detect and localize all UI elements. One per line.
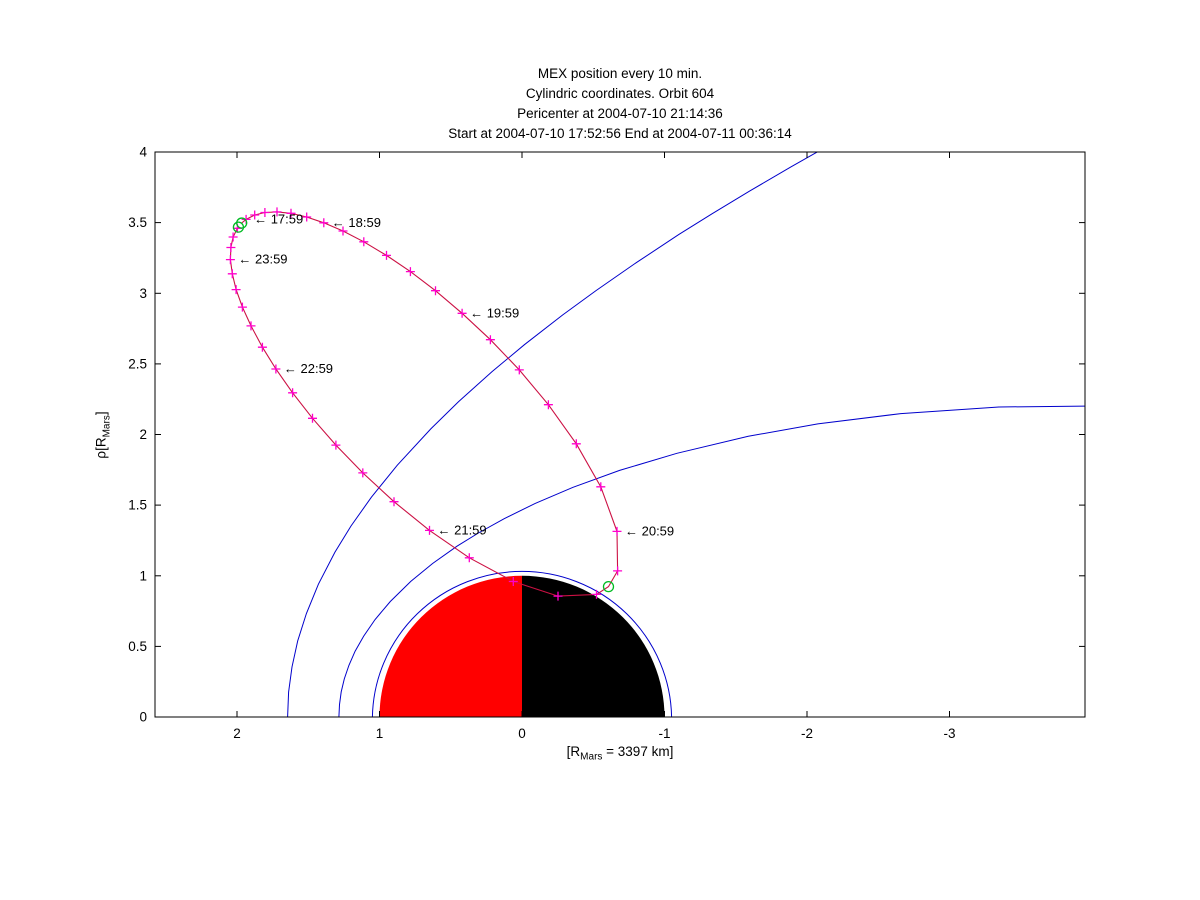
x-tick-label: -2 — [801, 726, 813, 741]
y-tick-label: 1.5 — [128, 498, 147, 513]
y-tick-label: 1 — [139, 568, 147, 583]
x-tick-label: -3 — [943, 726, 955, 741]
y-tick-label: 0.5 — [128, 639, 147, 654]
time-annotation: ← 20:59 — [625, 523, 674, 538]
bow-shock-curve — [287, 152, 819, 717]
mars-dayside-half — [379, 575, 522, 717]
orbit-end-circle — [232, 221, 245, 233]
y-tick-label: 3 — [139, 286, 147, 301]
pericenter-circle — [602, 580, 615, 593]
title-line-1: MEX position every 10 min. — [537, 66, 703, 81]
x-tick-label: -1 — [658, 726, 670, 741]
orbit-trajectory-line — [229, 211, 619, 597]
plot-content-group — [225, 152, 1085, 717]
y-tick-label: 3.5 — [128, 215, 147, 230]
title-line-2: Cylindric coordinates. Orbit 604 — [525, 86, 715, 101]
chart-title-block: MEX position every 10 min. Cylindric coo… — [155, 64, 1085, 144]
time-annotation: ← 21:59 — [438, 522, 487, 537]
mars-outline-circle — [371, 570, 673, 717]
y-tick-label: 4 — [139, 145, 147, 160]
y-tick-label: 2.5 — [128, 356, 147, 371]
x-axis-label-post: = 3397 km] — [602, 744, 674, 759]
mars-nightside-half — [521, 575, 665, 717]
time-annotation: ← 17:59 — [254, 211, 303, 226]
title-line-3: Pericenter at 2004-07-10 21:14:36 — [517, 106, 723, 121]
x-tick-label: 2 — [233, 726, 241, 741]
orbit-plus-markers — [225, 207, 623, 601]
y-tick-label: 0 — [139, 710, 147, 725]
y-tick-label: 2 — [139, 427, 147, 442]
x-axis-label-sub: Mars — [580, 751, 603, 763]
time-annotation: ← 19:59 — [470, 305, 519, 320]
x-tick-label: 0 — [518, 726, 526, 741]
x-axis-label-pre: [R — [566, 744, 581, 759]
magnetic-pileup-boundary-curve — [338, 405, 1085, 717]
x-axis-label: [RMars = 3397 km] — [155, 744, 1085, 763]
time-annotation: ← 18:59 — [332, 215, 381, 230]
time-annotation: ← 23:59 — [238, 252, 287, 267]
title-line-4: Start at 2004-07-10 17:52:56 End at 2004… — [448, 126, 792, 141]
x-tick-label: 1 — [376, 726, 384, 741]
time-annotation: ← 22:59 — [284, 361, 333, 376]
